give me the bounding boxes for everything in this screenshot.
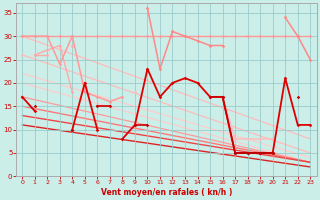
X-axis label: Vent moyen/en rafales ( kn/h ): Vent moyen/en rafales ( kn/h ) — [100, 188, 232, 197]
